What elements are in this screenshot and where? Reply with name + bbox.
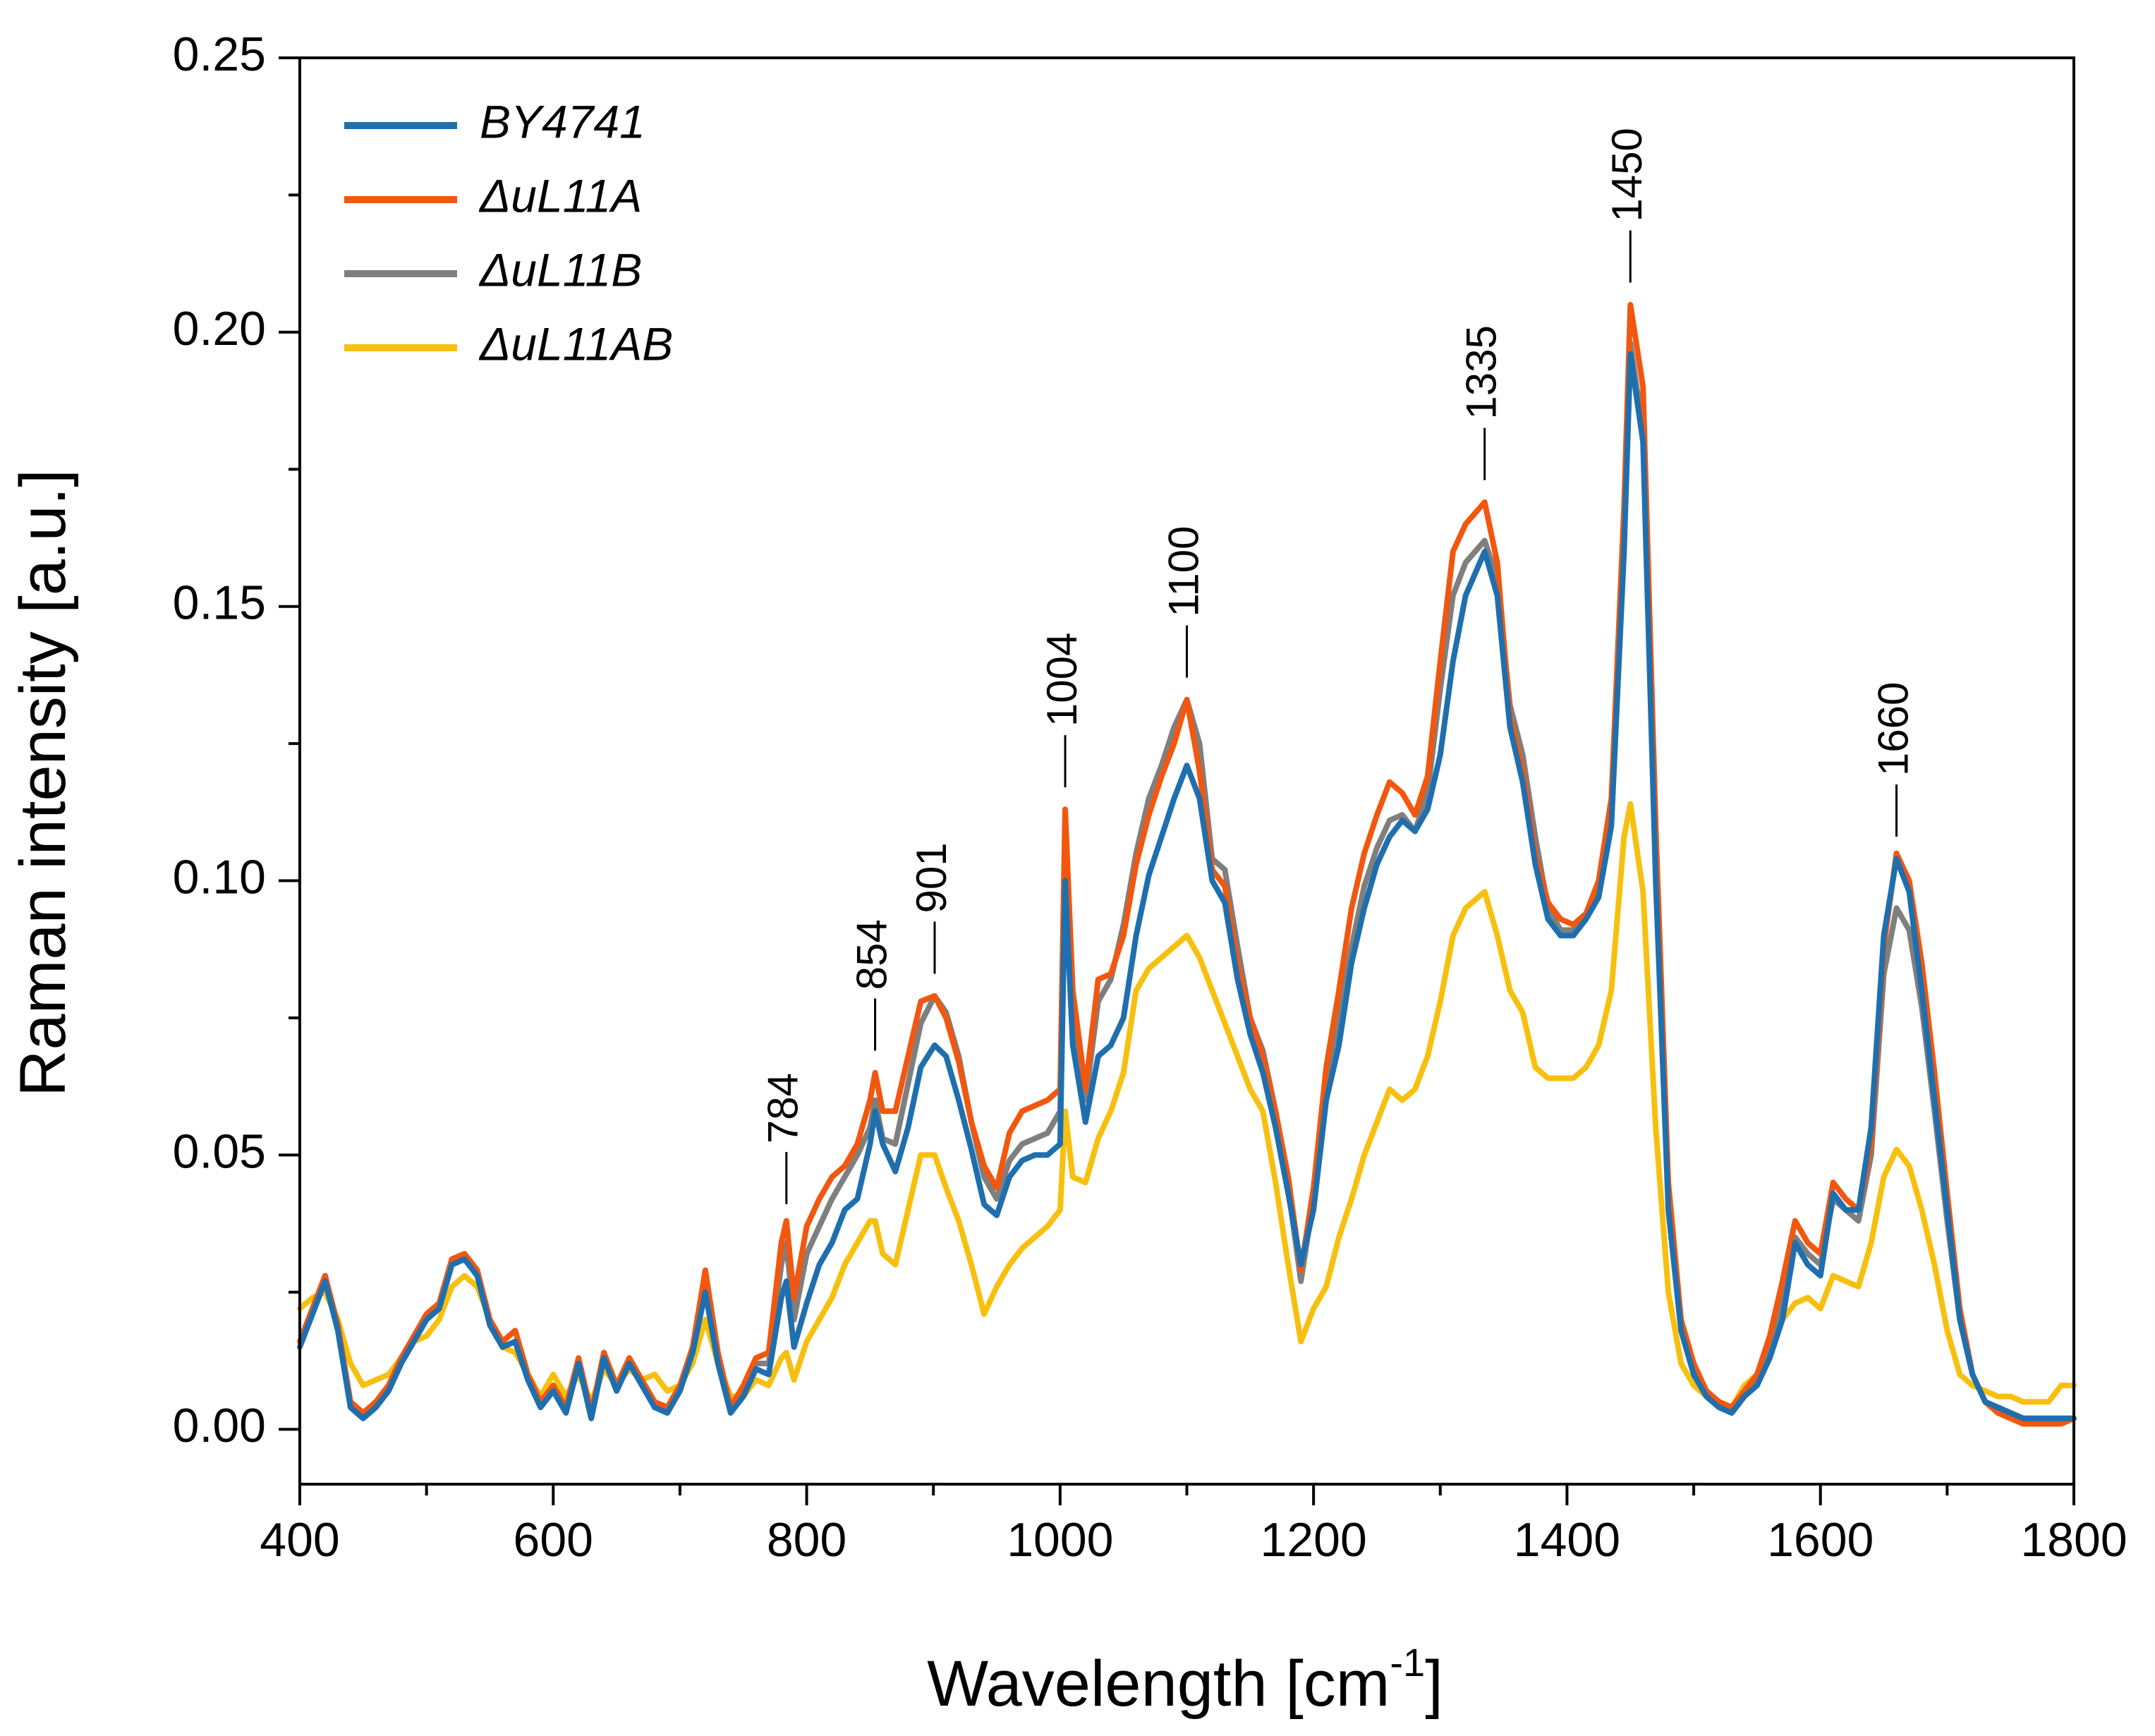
y-tick-label: 0.20 bbox=[173, 302, 266, 356]
peak-label-784: 784 bbox=[760, 1073, 807, 1143]
peak-label-1660: 1660 bbox=[1869, 682, 1917, 776]
x-tick-label: 1600 bbox=[1767, 1513, 1874, 1567]
y-tick-label: 0.15 bbox=[173, 576, 266, 630]
peak-label-1335: 1335 bbox=[1458, 325, 1505, 419]
x-axis-title-main: Wavelength [cm bbox=[927, 1648, 1390, 1720]
axes-layer: 400 600 800 1000 1200 1400 1600 1800 0.00 0.05 0.1… bbox=[173, 28, 2127, 1567]
x-tick-label: 1200 bbox=[1261, 1513, 1367, 1567]
y-tick-label: 0.00 bbox=[173, 1399, 266, 1452]
x-axis-title-close: ] bbox=[1425, 1648, 1443, 1720]
x-tick-label: 1000 bbox=[1007, 1513, 1113, 1567]
peak-label-1100: 1100 bbox=[1160, 526, 1207, 617]
peak-label-901: 901 bbox=[908, 842, 955, 913]
y-tick-label: 0.10 bbox=[173, 851, 266, 904]
x-axis-title-superscript: -1 bbox=[1390, 1640, 1425, 1685]
legend-label-ul11a: ΔuL11A bbox=[478, 169, 642, 221]
x-tick-label: 400 bbox=[260, 1513, 339, 1567]
peak-annotation-layer: 784 854 901 1004 1100 1335 1450 1660 bbox=[760, 128, 1917, 1205]
y-axis-title: Raman intensity [a.u.] bbox=[7, 469, 79, 1097]
x-axis-title: Wavelength [cm-1] bbox=[927, 1640, 1443, 1720]
peak-label-1450: 1450 bbox=[1603, 128, 1651, 221]
series-line-by4741 bbox=[297, 351, 2077, 1421]
legend: BY4741 ΔuL11A ΔuL11B ΔuL11AB bbox=[344, 95, 673, 370]
legend-label-by4741: BY4741 bbox=[480, 95, 645, 147]
legend-label-ul11ab: ΔuL11AB bbox=[478, 317, 673, 370]
peak-label-854: 854 bbox=[848, 919, 895, 990]
x-tick-label: 1800 bbox=[2020, 1513, 2127, 1567]
x-tick-label: 800 bbox=[767, 1513, 846, 1567]
y-tick-label: 0.05 bbox=[173, 1124, 266, 1178]
series-layer bbox=[297, 302, 2077, 1427]
x-tick-label: 1400 bbox=[1514, 1513, 1620, 1567]
legend-label-ul11b: ΔuL11B bbox=[478, 243, 642, 296]
y-tick-label: 0.25 bbox=[173, 28, 266, 81]
x-tick-label: 600 bbox=[514, 1513, 593, 1567]
peak-label-1004: 1004 bbox=[1038, 633, 1086, 727]
